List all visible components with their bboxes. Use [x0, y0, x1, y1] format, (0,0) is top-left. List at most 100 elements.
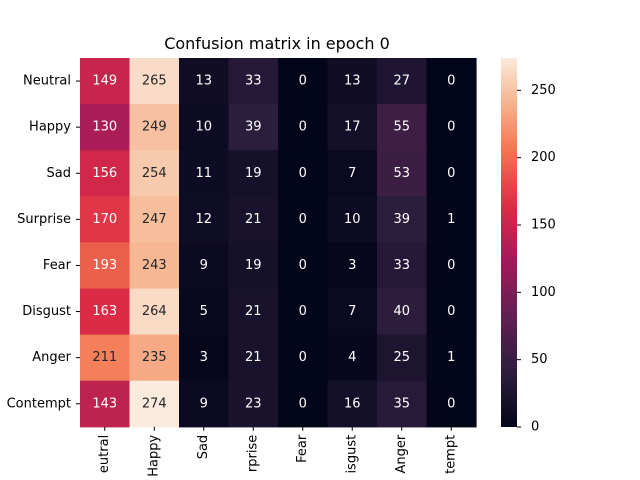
- cell-value-label: 0: [447, 74, 455, 89]
- heatmap-cell: [179, 242, 230, 290]
- row-tick-labels: Neutral Happy Sad Surprise Fear Disgust Anger C…: [7, 74, 80, 411]
- cell-value-label: 10: [195, 120, 212, 135]
- cell-value-label: 40: [393, 304, 410, 319]
- colorbar-tick-label: 150: [531, 217, 556, 232]
- heatmap-cell: [129, 288, 180, 336]
- heatmap-cell: [278, 380, 329, 428]
- cell-value-label: 11: [195, 166, 212, 181]
- cell-value-label: 163: [92, 304, 117, 319]
- heatmap-cell: [327, 380, 378, 428]
- heatmap-cell: [426, 288, 477, 336]
- heatmap-cell: [228, 242, 279, 290]
- cell-value-label: 264: [142, 304, 167, 319]
- column-tick-label: Happy: [147, 435, 162, 477]
- cell-value-label: 149: [92, 74, 117, 89]
- heatmap-cell: [278, 196, 329, 243]
- cell-value-label: 33: [245, 74, 262, 89]
- heatmap-cell: [278, 334, 329, 382]
- cell-value-label: 243: [142, 258, 167, 273]
- cell-value-label: 9: [200, 396, 208, 411]
- cell-value-label: 254: [142, 166, 167, 181]
- cell-value-label: 170: [92, 212, 117, 227]
- cell-value-label: 211: [92, 350, 117, 365]
- colorbar: [501, 58, 517, 427]
- row-tick-label: Neutral: [23, 74, 71, 89]
- cell-value-label: 0: [299, 258, 307, 273]
- heatmap-cell: [377, 242, 428, 290]
- cell-value-label: 0: [299, 304, 307, 319]
- column-tick-label: Sad: [196, 435, 211, 459]
- heatmap-cell: [377, 150, 428, 197]
- heatmap-cell: [278, 104, 329, 151]
- cell-value-label: 53: [393, 166, 410, 181]
- heatmap-cell: [129, 242, 180, 290]
- column-tick-label: isgust: [345, 435, 360, 474]
- cell-value-label: 0: [299, 74, 307, 89]
- row-tick-label: Sad: [47, 166, 71, 181]
- heatmap-cell: [179, 380, 230, 428]
- cell-value-label: 0: [447, 258, 455, 273]
- heatmap-cell: [327, 196, 378, 243]
- cell-value-label: 0: [447, 166, 455, 181]
- row-tick-label: Disgust: [22, 304, 71, 319]
- heatmap-cell: [327, 288, 378, 336]
- cell-value-label: 13: [344, 74, 361, 89]
- heatmap-cell: [327, 150, 378, 197]
- heatmap-cell: [327, 58, 378, 105]
- cell-value-label: 19: [245, 258, 262, 273]
- heatmap-cell: [129, 58, 180, 105]
- heatmap-cell: [426, 150, 477, 197]
- heatmap-cell: [179, 150, 230, 197]
- cell-value-label: 3: [200, 350, 208, 365]
- heatmap-cell: [377, 380, 428, 428]
- cell-value-label: 0: [299, 396, 307, 411]
- chart-title: Confusion matrix in epoch 0: [164, 34, 390, 53]
- heatmap-cell: [426, 380, 477, 428]
- heatmap-cell: [278, 242, 329, 290]
- heatmap-cell: [129, 196, 180, 243]
- cell-value-label: 0: [299, 350, 307, 365]
- cell-value-label: 7: [348, 304, 356, 319]
- heatmap-cell: [228, 380, 279, 428]
- heatmap-cell: [179, 334, 230, 382]
- cell-value-label: 12: [195, 212, 212, 227]
- heatmap-cell: [228, 150, 279, 197]
- heatmap-cell: [278, 150, 329, 197]
- cell-value-label: 10: [344, 212, 361, 227]
- heatmap-cell: [377, 334, 428, 382]
- cell-value-label: 193: [92, 258, 117, 273]
- cell-value-label: 0: [299, 120, 307, 135]
- heatmap-cell: [80, 58, 131, 105]
- heatmap-cell: [228, 196, 279, 243]
- cell-value-label: 0: [447, 304, 455, 319]
- cell-value-label: 5: [200, 304, 208, 319]
- cell-value-label: 1: [447, 212, 455, 227]
- cell-value-label: 27: [393, 74, 410, 89]
- cell-value-label: 25: [393, 350, 410, 365]
- cell-value-label: 143: [92, 396, 117, 411]
- heatmap-cell: [80, 104, 131, 151]
- heatmap-cell: [80, 334, 131, 382]
- column-tick-label: rprise: [246, 435, 261, 472]
- cell-value-label: 0: [447, 120, 455, 135]
- colorbar-tick-label: 250: [531, 83, 556, 98]
- cell-value-label: 0: [447, 396, 455, 411]
- heatmap-cell: [179, 196, 230, 243]
- row-tick-label: Surprise: [17, 212, 71, 227]
- heatmap-cell: [129, 150, 180, 197]
- colorbar-ticks: 0 50 100 150 200 250: [517, 83, 556, 435]
- heatmap-cell: [80, 242, 131, 290]
- cell-value-label: 19: [245, 166, 262, 181]
- cell-value-label: 249: [142, 120, 167, 135]
- colorbar-tick-label: 50: [531, 352, 548, 367]
- heatmap-cell: [80, 150, 131, 197]
- cell-value-label: 39: [393, 212, 410, 227]
- heatmap-cell: [426, 334, 477, 382]
- row-tick-label: Contempt: [7, 396, 71, 411]
- cell-value-label: 35: [393, 396, 410, 411]
- heatmap-cell: [228, 104, 279, 151]
- heatmap-cell: [129, 104, 180, 151]
- column-tick-labels: eutral Happy Sad rprise Fear isgust Anger tempt: [97, 426, 459, 477]
- colorbar-tick-label: 200: [531, 150, 556, 165]
